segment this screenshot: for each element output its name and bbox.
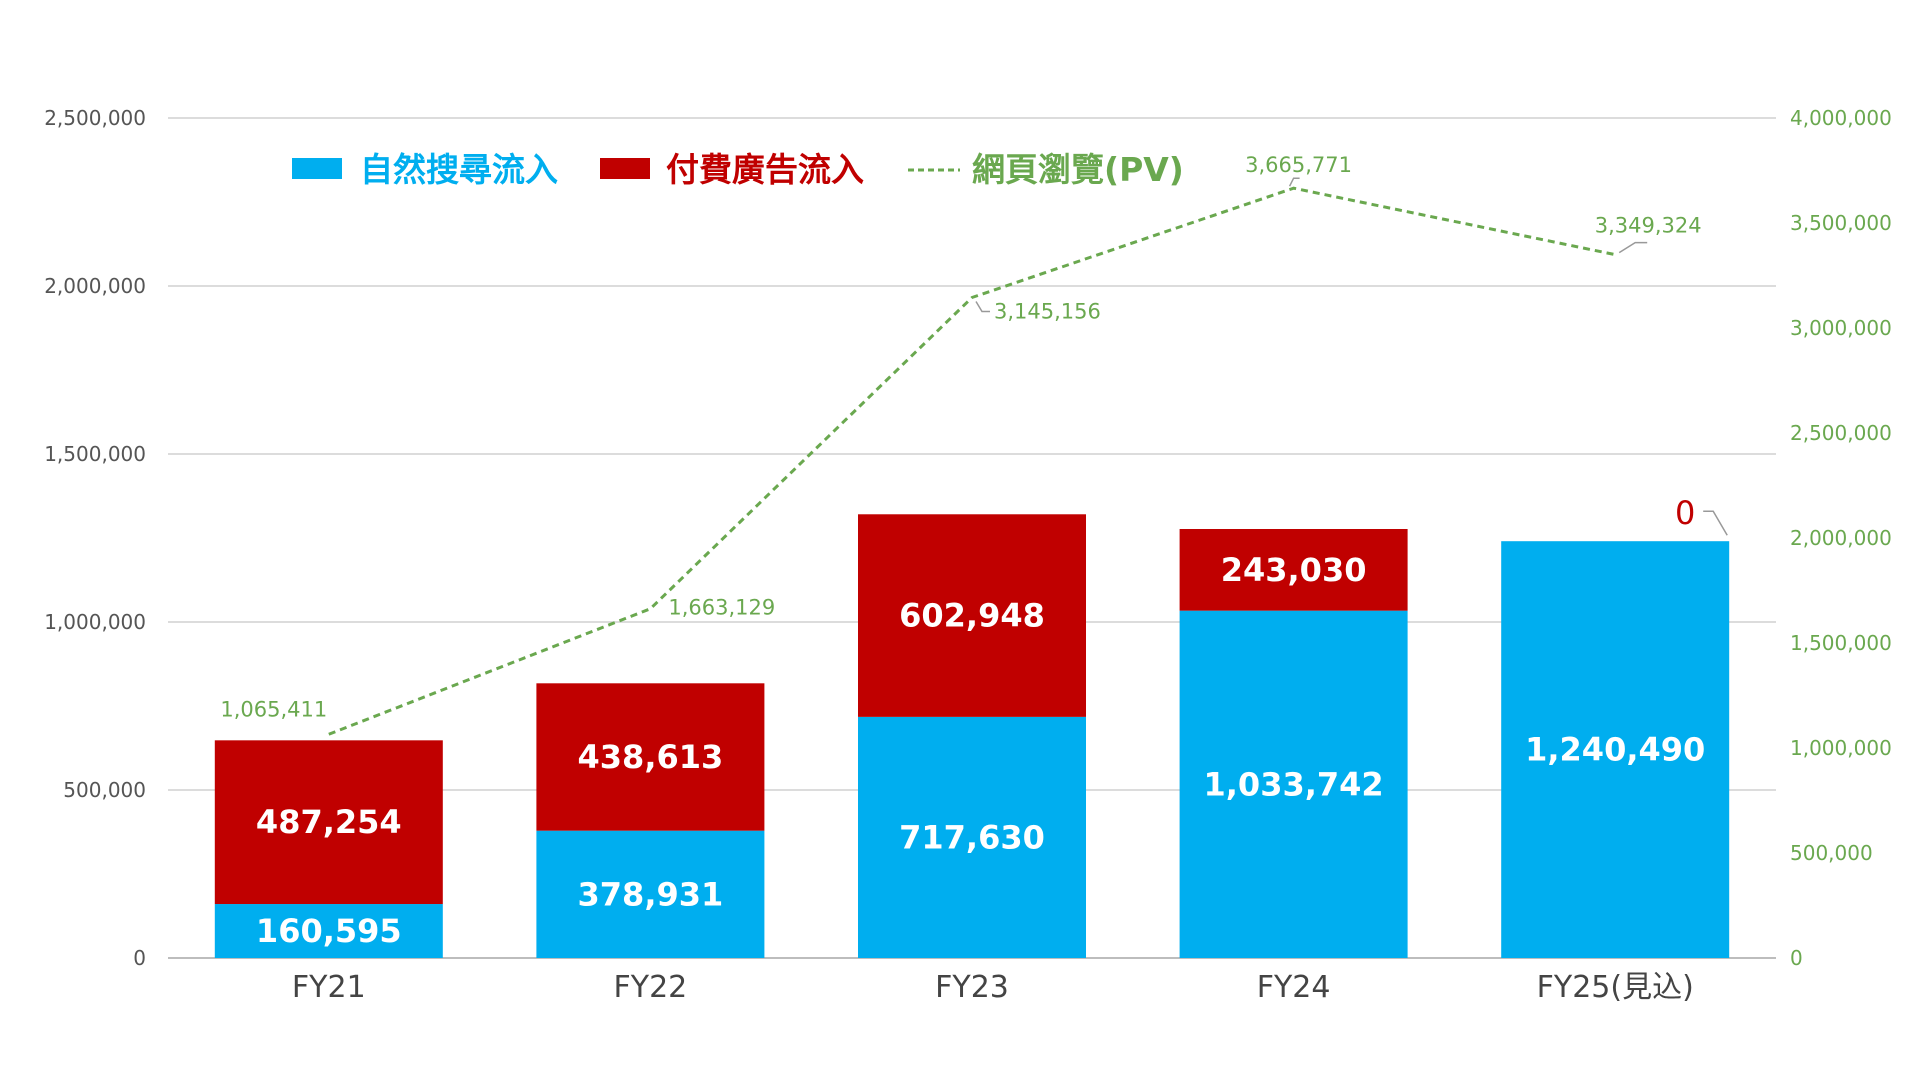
bar-label-paid: 487,254 (256, 803, 402, 841)
right-tick-label: 4,000,000 (1790, 106, 1892, 130)
bar-organic (858, 716, 1086, 958)
left-tick-label: 2,500,000 (44, 106, 146, 130)
category-axis: FY21 FY22 FY23 FY24 FY25(見込) (292, 970, 1694, 1005)
left-tick-label: 2,000,000 (44, 274, 146, 298)
left-tick-label: 0 (133, 946, 146, 970)
bar-label-paid: 243,030 (1221, 551, 1367, 589)
pv-data-label: 1,663,129 (668, 596, 775, 620)
right-tick-label: 3,000,000 (1790, 316, 1892, 340)
legend-label-pv: 網頁瀏覽(PV) (972, 150, 1184, 189)
bar-paid (1179, 529, 1408, 611)
pv-label-leader (1288, 177, 1300, 187)
category-label: FY24 (1257, 970, 1331, 1005)
bar-paid (536, 683, 765, 831)
legend-label-paid: 付費廣告流入 (666, 150, 864, 189)
bar-label-paid: 602,948 (899, 597, 1045, 635)
bar-organic (536, 830, 765, 958)
bar-organic (214, 904, 443, 958)
right-tick-label: 3,500,000 (1790, 211, 1892, 235)
legend-label-organic: 自然搜尋流入 (360, 150, 558, 189)
bar-paid (858, 514, 1086, 717)
bar-label-organic: 717,630 (899, 818, 1045, 856)
bar-label-organic: 160,595 (256, 912, 402, 950)
left-tick-label: 1,500,000 (44, 442, 146, 466)
category-label: FY25(見込) (1537, 970, 1694, 1005)
right-tick-label: 0 (1790, 946, 1803, 970)
left-tick-label: 500,000 (63, 778, 146, 802)
bar-label-organic: 1,033,742 (1204, 765, 1384, 803)
category-label: FY21 (292, 970, 366, 1005)
bar-label-organic: 1,240,490 (1525, 731, 1705, 769)
pv-label-leader (1618, 241, 1648, 254)
bars: 160,595 487,254 378,931 438,613 717,630 602,9… (214, 494, 1730, 958)
category-label: FY23 (935, 970, 1009, 1005)
right-tick-label: 1,000,000 (1790, 736, 1892, 760)
left-axis: 0 500,000 1,000,000 1,500,000 2,000,000 2,500… (44, 106, 146, 970)
right-axis: 0 500,000 1,000,000 1,500,000 2,000,000 2,500… (1790, 106, 1892, 970)
right-tick-label: 500,000 (1790, 841, 1873, 865)
bar-organic (1179, 610, 1408, 958)
pv-data-label: 3,349,324 (1595, 214, 1702, 238)
category-label: FY22 (614, 970, 688, 1005)
legend-swatch-organic (292, 158, 342, 179)
bar-organic (1501, 541, 1730, 958)
pv-line-series: 1,065,411 1,663,129 3,145,156 3,665,771 3,34… (220, 153, 1702, 736)
pv-data-label: 1,065,411 (220, 697, 327, 721)
zero-label-leader (1703, 510, 1728, 536)
bar-paid (214, 740, 443, 905)
right-tick-label: 2,500,000 (1790, 421, 1892, 445)
left-tick-label: 1,000,000 (44, 610, 146, 634)
bar-label-paid: 438,613 (578, 738, 724, 776)
legend-swatch-paid (600, 158, 650, 179)
bar-label-organic: 378,931 (578, 875, 724, 913)
right-tick-label: 1,500,000 (1790, 631, 1892, 655)
pv-line (328, 186, 1616, 736)
right-tick-label: 2,000,000 (1790, 526, 1892, 550)
pv-data-label: 3,145,156 (994, 300, 1101, 324)
bar-label-paid: 0 (1675, 494, 1695, 532)
pv-label-leader (975, 301, 990, 313)
legend: 自然搜尋流入 付費廣告流入 網頁瀏覽(PV) (292, 150, 1184, 189)
pv-data-label: 3,665,771 (1245, 153, 1352, 177)
